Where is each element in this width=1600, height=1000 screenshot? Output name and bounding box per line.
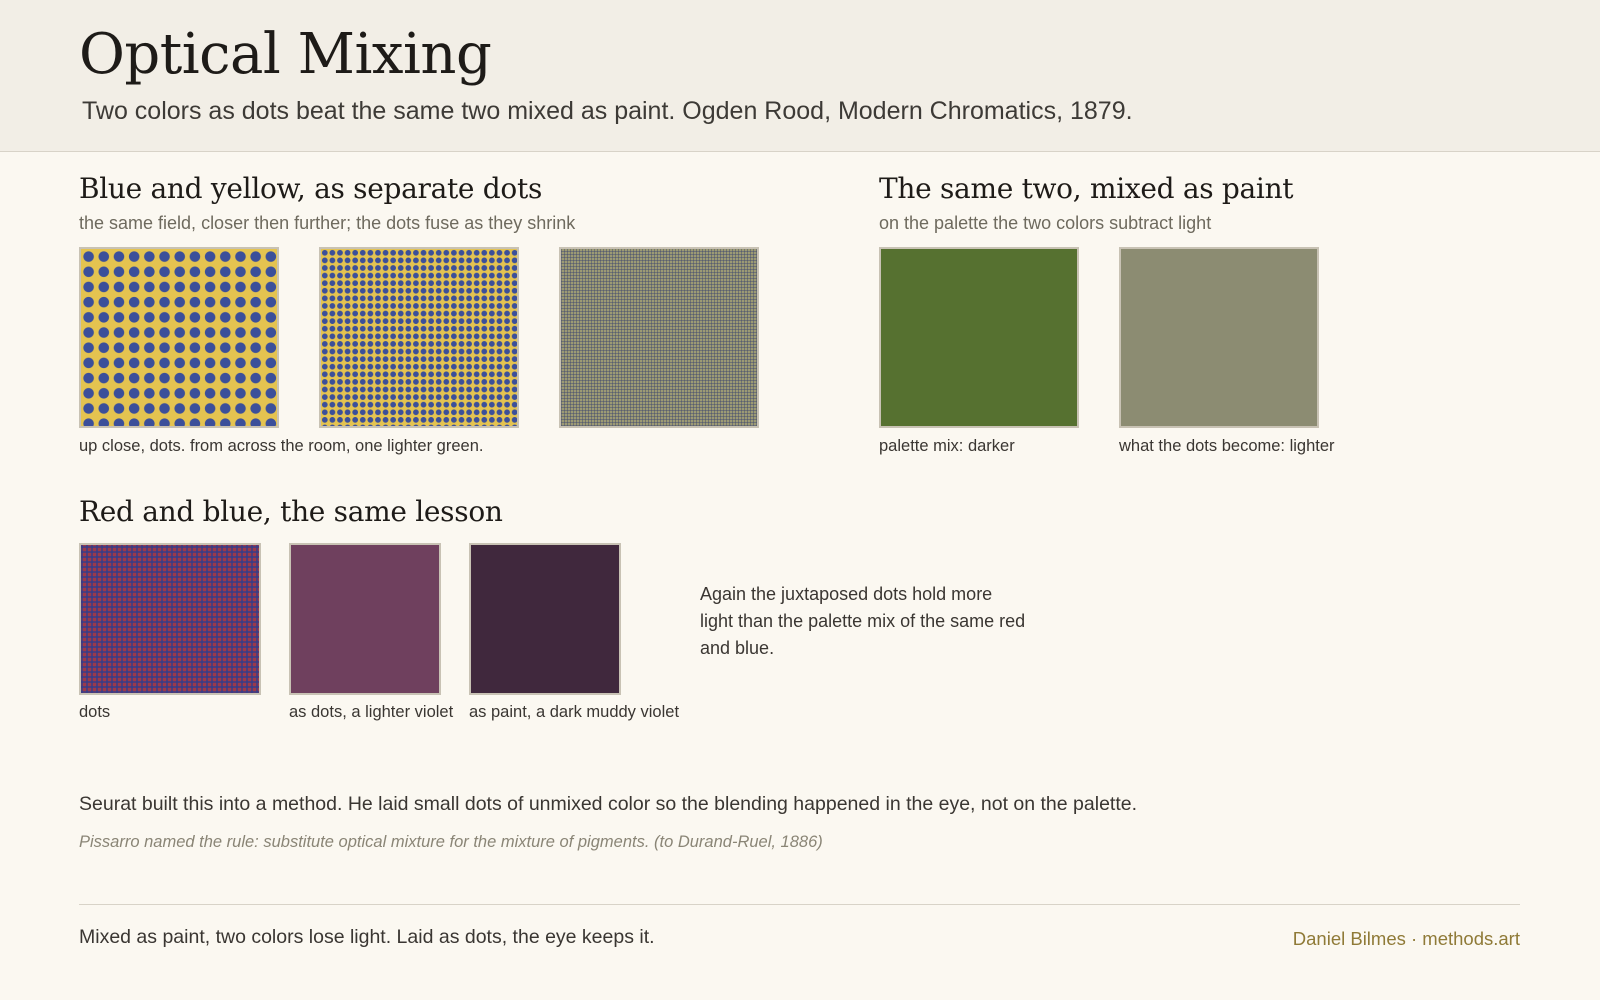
blue-yellow-note: the same field, closer then further; the… [79,213,576,233]
red-blue-heading: Red and blue, the same lesson [79,495,503,528]
page-header: Optical Mixing Two colors as dots beat t… [0,0,1600,152]
blue-yellow-heading: Blue and yellow, as separate dots [79,172,543,205]
pissarro-quote: Pissarro named the rule: substitute opti… [79,833,823,851]
blue-yellow-dots-close-swatch [79,247,279,428]
seurat-text: Seurat built this into a method. He laid… [79,793,1138,815]
paint-note: on the palette the two colors subtract l… [879,213,1212,233]
footer-text: Mixed as paint, two colors lose light. L… [79,926,655,948]
muddy-violet-swatch [469,543,621,695]
dots-become-caption: what the dots become: lighter [1119,437,1335,455]
footer-divider [79,904,1520,905]
red-blue-dots-caption: dots [79,703,111,721]
lighter-violet-swatch [289,543,441,695]
palette-mix-caption: palette mix: darker [879,437,1015,455]
footer-credit: Daniel Bilmes · methods.art [1292,928,1520,949]
page-title: Optical Mixing [79,22,492,87]
blue-yellow-caption: up close, dots. from across the room, on… [79,437,484,455]
muddy-violet-caption: as paint, a dark muddy violet [469,703,680,721]
blue-yellow-dots-far-swatch [559,247,759,428]
page-subtitle: Two colors as dots beat the same two mix… [82,97,1133,125]
lighter-violet-caption: as dots, a lighter violet [289,703,454,721]
blue-yellow-dots-mid-swatch [319,247,519,428]
red-blue-dots-swatch [79,543,261,695]
dots-become-swatch [1119,247,1319,428]
red-blue-paragraph: Again the juxtaposed dots hold more ligh… [700,584,1026,658]
palette-mix-swatch [879,247,1079,428]
paint-heading: The same two, mixed as paint [879,172,1294,205]
